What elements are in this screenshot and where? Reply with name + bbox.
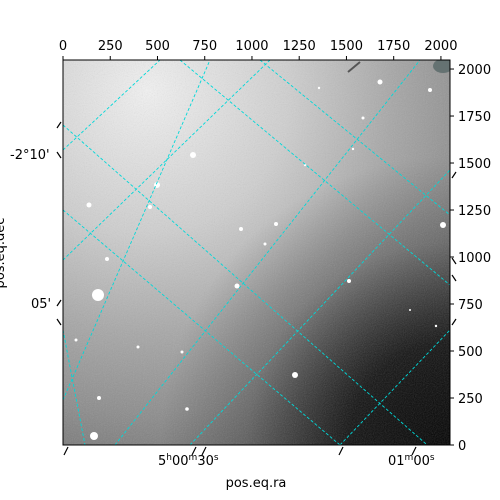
- star: [86, 202, 92, 208]
- star: [303, 163, 307, 167]
- world-tick-mark: [201, 446, 207, 456]
- grid-line: [63, 60, 271, 261]
- right-tick-label: 1250: [458, 204, 491, 219]
- world-tick-mark: [451, 171, 457, 179]
- top-tick-label: 0: [59, 39, 67, 54]
- star: [185, 407, 189, 411]
- star: [234, 283, 240, 289]
- ra-tick-label-2: 01m00s: [388, 453, 435, 469]
- top-tick-label: 1500: [330, 39, 363, 54]
- world-tick-mark: [451, 318, 457, 326]
- right-tick-label: 0: [458, 439, 466, 454]
- star: [351, 147, 355, 151]
- right-tick-label: 1000: [458, 251, 491, 266]
- world-coordinate-ticks: [56, 121, 457, 456]
- right-tick-label: 2000: [458, 63, 491, 78]
- star: [239, 227, 243, 231]
- ra-tick-label-1: 5h00m30s: [158, 453, 219, 469]
- star-field: [74, 60, 450, 440]
- dec-tick-label-1: -2°10': [10, 148, 50, 163]
- x-axis-title: pos.eq.ra: [226, 476, 287, 491]
- grid-line: [63, 329, 86, 445]
- top-tick-label: 1000: [235, 39, 268, 54]
- corner-artifact: [433, 60, 450, 73]
- grid-line: [259, 60, 450, 216]
- world-tick-mark: [191, 446, 197, 456]
- star: [409, 309, 411, 311]
- star: [105, 257, 109, 261]
- grid-line: [63, 60, 161, 151]
- grid-line: [189, 169, 450, 445]
- star: [97, 396, 101, 400]
- y-axis-title: pos.eq.dec: [0, 218, 8, 289]
- world-tick-mark: [338, 446, 344, 456]
- dec-tick-label-2: 05': [31, 297, 51, 312]
- star: [347, 279, 351, 283]
- world-tick-mark: [56, 151, 62, 159]
- right-tick-label: 500: [458, 345, 483, 360]
- top-tick-label: 500: [145, 39, 170, 54]
- star: [274, 222, 278, 226]
- star: [74, 338, 78, 342]
- world-tick-mark: [63, 446, 69, 456]
- top-tick-label: 1250: [283, 39, 316, 54]
- star: [317, 86, 321, 90]
- coordinate-grid: [63, 60, 450, 445]
- right-tick-label: 1500: [458, 157, 491, 172]
- right-pixel-axis: 0 250 500 750 1000 1250 1500 1750 2000: [450, 63, 491, 454]
- sky-image: [63, 60, 450, 445]
- top-tick-label: 250: [98, 39, 123, 54]
- right-tick-label: 250: [458, 392, 483, 407]
- grid-line: [63, 124, 428, 445]
- star: [92, 289, 104, 301]
- right-tick-label: 750: [458, 298, 483, 313]
- world-tick-mark: [56, 299, 62, 307]
- star: [440, 222, 446, 228]
- plot-frame: [62, 59, 451, 446]
- top-tick-label: 2000: [424, 39, 457, 54]
- star: [361, 116, 365, 120]
- star: [90, 432, 98, 440]
- right-tick-label: 1750: [458, 110, 491, 125]
- star: [263, 242, 267, 246]
- star: [428, 88, 432, 92]
- streak-artifact: [347, 61, 361, 73]
- world-tick-mark: [56, 121, 62, 129]
- world-tick-mark: [56, 318, 62, 326]
- star: [190, 152, 196, 158]
- star: [292, 372, 298, 378]
- grid-line: [339, 329, 450, 445]
- grid-line: [63, 60, 211, 401]
- world-tick-mark: [411, 446, 417, 456]
- star: [148, 205, 152, 209]
- star: [434, 324, 438, 328]
- star: [136, 345, 140, 349]
- star: [180, 350, 184, 354]
- top-pixel-axis: 0 250 500 750 1000 1250 1500 1750 2000: [59, 39, 457, 60]
- world-tick-mark: [451, 257, 457, 265]
- top-tick-label: 1750: [377, 39, 410, 54]
- grid-line: [63, 209, 341, 445]
- world-tick-mark: [451, 274, 457, 282]
- top-tick-label: 750: [192, 39, 217, 54]
- star: [377, 79, 383, 85]
- grid-line: [179, 60, 450, 286]
- grid-line: [114, 60, 421, 445]
